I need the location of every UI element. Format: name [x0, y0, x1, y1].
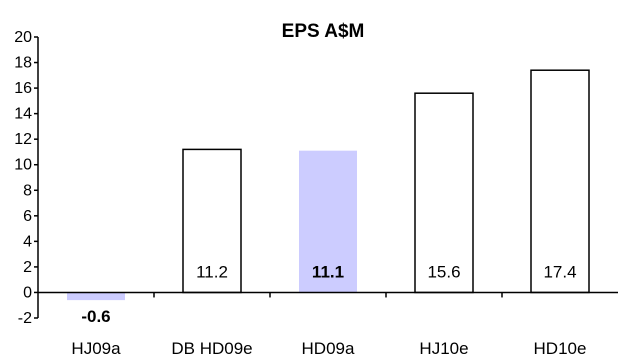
- data-label: -0.6: [81, 307, 110, 326]
- data-labels-group: -0.6 11.2 11.1 15.6 17.4: [81, 262, 576, 326]
- category-label: HD09a: [302, 339, 355, 358]
- category-labels-group: HJ09a DB HD09e HD09a HJ10e HD10e: [71, 339, 586, 358]
- category-label: HJ10e: [419, 339, 468, 358]
- y-tick-label: 20: [14, 29, 32, 46]
- y-tick-label: 10: [14, 157, 32, 174]
- data-label: 17.4: [543, 262, 576, 281]
- y-tick-label: 4: [23, 233, 32, 250]
- y-tick-label: 8: [23, 182, 32, 199]
- y-tick-label: 6: [23, 208, 32, 225]
- category-label: HD10e: [534, 339, 587, 358]
- bar-hd09a: [299, 150, 357, 293]
- y-tick-label: 18: [14, 55, 32, 72]
- x-axis: [38, 291, 618, 298]
- data-label: 15.6: [427, 262, 460, 281]
- data-label: 11.2: [196, 262, 228, 281]
- bar-hj09a: [67, 292, 125, 301]
- y-tick-label: 14: [14, 106, 32, 123]
- y-tick-label: 16: [14, 80, 32, 97]
- y-tick-label: 0: [23, 284, 32, 301]
- y-tick-label: 2: [23, 259, 32, 276]
- category-label: DB HD09e: [171, 339, 252, 358]
- bar-hd10e: [530, 69, 590, 294]
- data-label: 11.1: [312, 262, 344, 281]
- chart-title: EPS A$M: [282, 21, 365, 42]
- bars-group: [67, 69, 590, 301]
- category-label: HJ09a: [71, 339, 121, 358]
- y-tick-label: -2: [18, 310, 32, 327]
- bar-hj10e: [414, 92, 474, 294]
- y-axis: -2 0 2 4 6 8 10 12 14 16 18 20: [14, 29, 39, 327]
- y-tick-label: 12: [14, 131, 32, 148]
